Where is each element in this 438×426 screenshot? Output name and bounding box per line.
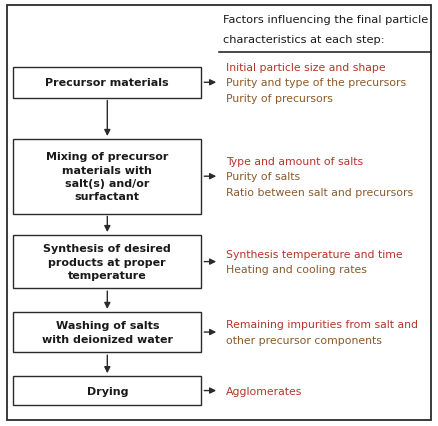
Text: Ratio between salt and precursors: Ratio between salt and precursors bbox=[226, 187, 413, 197]
Bar bbox=[13, 140, 201, 214]
Text: Factors influencing the final particle: Factors influencing the final particle bbox=[223, 15, 429, 25]
Text: Synthesis of desired
products at proper
temperature: Synthesis of desired products at proper … bbox=[43, 244, 171, 280]
Bar bbox=[13, 312, 201, 353]
Text: Purity of precursors: Purity of precursors bbox=[226, 93, 332, 104]
Text: characteristics at each step:: characteristics at each step: bbox=[223, 35, 385, 45]
Text: Precursor materials: Precursor materials bbox=[46, 78, 169, 88]
Text: Purity of salts: Purity of salts bbox=[226, 172, 300, 182]
Text: Agglomerates: Agglomerates bbox=[226, 386, 302, 396]
Text: Synthesis temperature and time: Synthesis temperature and time bbox=[226, 249, 402, 259]
Text: Heating and cooling rates: Heating and cooling rates bbox=[226, 265, 367, 275]
Text: Initial particle size and shape: Initial particle size and shape bbox=[226, 63, 385, 73]
Text: Mixing of precursor
materials with
salt(s) and/or
surfactant: Mixing of precursor materials with salt(… bbox=[46, 152, 169, 201]
Text: Washing of salts
with deionized water: Washing of salts with deionized water bbox=[42, 321, 173, 344]
Bar bbox=[13, 68, 201, 98]
Bar bbox=[13, 376, 201, 405]
Text: Type and amount of salts: Type and amount of salts bbox=[226, 156, 363, 167]
Bar bbox=[13, 235, 201, 289]
Text: Remaining impurities from salt and: Remaining impurities from salt and bbox=[226, 320, 417, 330]
Text: other precursor components: other precursor components bbox=[226, 335, 381, 345]
Text: Drying: Drying bbox=[87, 386, 128, 396]
Text: Purity and type of the precursors: Purity and type of the precursors bbox=[226, 78, 406, 88]
